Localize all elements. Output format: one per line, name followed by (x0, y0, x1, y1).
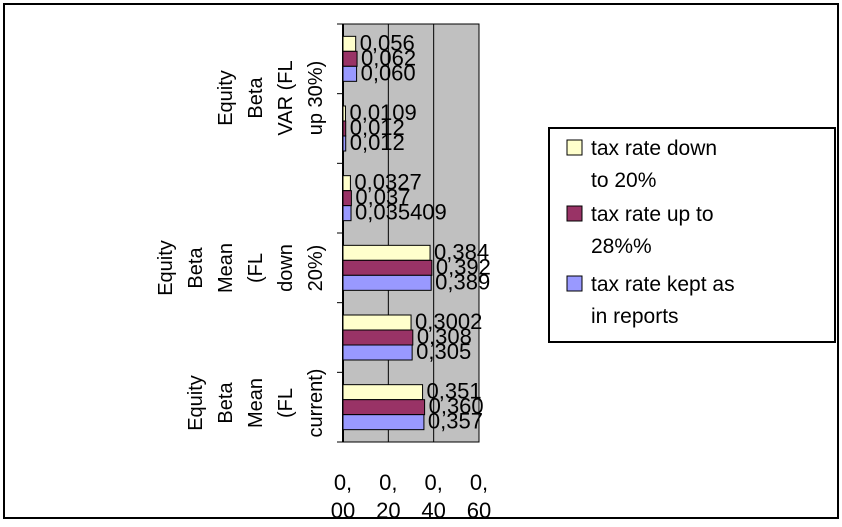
legend-label: to 20% (591, 169, 656, 192)
legend-box (548, 127, 836, 343)
bar (342, 274, 432, 291)
bar (342, 50, 358, 67)
x-tick-label: 0, (334, 470, 352, 495)
data-label: 0,3002 (415, 309, 482, 334)
category-label: Equity (185, 375, 207, 431)
bar (342, 65, 358, 82)
bar (342, 244, 431, 261)
data-label: 0,308 (417, 324, 472, 349)
legend-swatch (566, 275, 583, 292)
data-label: 0,012 (350, 130, 405, 155)
category-label: (FL (275, 388, 297, 418)
bar (342, 259, 433, 276)
data-label: 0,062 (361, 45, 416, 70)
x-tick-label: 0, (470, 470, 488, 495)
category-label: (FL (245, 253, 267, 283)
data-label: 0,392 (436, 254, 491, 279)
bar (342, 384, 424, 401)
bar (342, 175, 351, 192)
legend-label: tax rate down (591, 137, 717, 160)
data-label: 0,012 (350, 115, 405, 140)
x-tick-label: 20 (376, 498, 400, 522)
category-label: Beta (215, 382, 237, 424)
x-tick-label: 0, (424, 470, 442, 495)
data-label: 0,060 (361, 60, 416, 85)
legend-label: 28%% (591, 235, 652, 258)
legend-label: tax rate up to (591, 203, 714, 226)
data-label: 0,305 (416, 339, 471, 364)
data-label: 0,357 (428, 409, 483, 434)
bar (342, 344, 413, 361)
category-label: down (275, 244, 297, 292)
legend-label: in reports (591, 305, 679, 328)
x-tick-label: 0, (379, 470, 397, 495)
bar (342, 135, 347, 152)
data-label: 0,037 (355, 185, 410, 210)
category-label: Mean (245, 378, 267, 428)
bar (342, 205, 352, 222)
x-tick-label: 60 (467, 498, 491, 522)
x-tick-label: 00 (331, 498, 355, 522)
category-label: current) (305, 369, 327, 438)
bar (342, 314, 412, 331)
data-label: 0,384 (434, 239, 489, 264)
category-label: up 30%) (305, 61, 327, 136)
category-label: Mean (215, 243, 237, 293)
data-label: 0,0109 (349, 100, 416, 125)
bar (342, 105, 346, 122)
category-label: Equity (155, 240, 177, 296)
legend-label: tax rate kept as (591, 273, 735, 296)
data-label: 0,035409 (355, 200, 447, 225)
bar (342, 35, 357, 52)
category-label: VAR (FL (275, 60, 297, 135)
data-label: 0,0327 (354, 170, 421, 195)
data-label: 0,056 (360, 30, 415, 55)
chart-border (3, 3, 839, 519)
category-label: 20%) (305, 245, 327, 292)
bar (342, 399, 426, 416)
x-tick-label: 40 (421, 498, 445, 522)
legend-swatch (566, 205, 583, 222)
legend-swatch (566, 139, 583, 156)
bar (342, 329, 414, 346)
plot-area (342, 23, 480, 443)
bar (342, 190, 352, 207)
data-label: 0,351 (427, 379, 482, 404)
category-label: Beta (185, 247, 207, 289)
bar (342, 120, 347, 137)
bar (342, 414, 425, 431)
data-label: 0,389 (435, 269, 490, 294)
data-label: 0,360 (429, 394, 484, 419)
category-label: Equity (215, 70, 237, 126)
category-label: Beta (245, 77, 267, 119)
